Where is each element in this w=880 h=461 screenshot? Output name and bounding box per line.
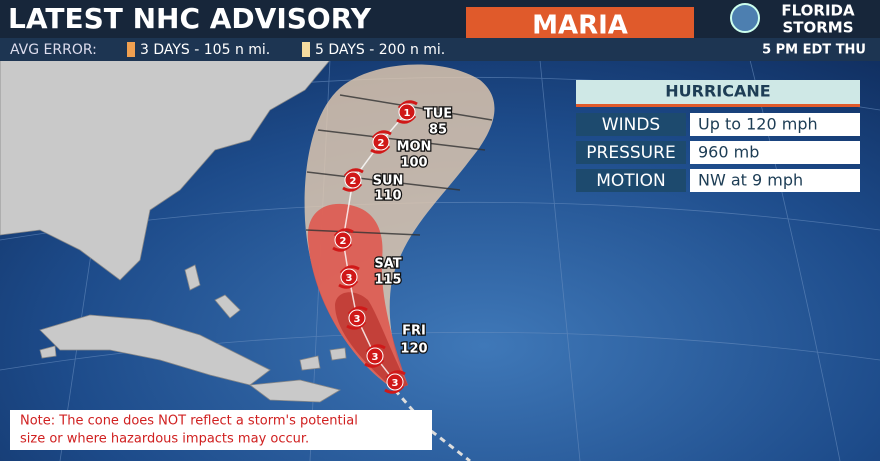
category: 1 (404, 108, 411, 119)
storm-swirl (364, 344, 386, 368)
track-labels: TUE 85 MON 100 SUN 110 SAT 115 FRI 120 (371, 105, 453, 358)
day-label: SAT (374, 257, 401, 272)
storm-swirl (384, 370, 406, 394)
storm-swirl (338, 265, 360, 289)
category: 2 (350, 176, 357, 187)
brand-logo (730, 3, 760, 33)
storm-icon (366, 347, 384, 365)
error-bar (0, 38, 880, 61)
category: 2 (378, 138, 385, 149)
wind-label: 110 (374, 189, 401, 204)
wind-label: 85 (429, 123, 447, 138)
storm-swirl (346, 306, 368, 330)
day-label: FRI (402, 324, 426, 339)
info-label-box (576, 141, 686, 164)
storm-name: MARIA (532, 11, 628, 41)
info-value-box (690, 141, 860, 164)
storm-icon (344, 171, 362, 189)
cone-day-lines (305, 94, 493, 236)
storm-icon (372, 133, 390, 151)
wind-label: 120 (400, 342, 427, 357)
info-label: PRESSURE (586, 143, 675, 163)
wind-label: 115 (374, 273, 401, 288)
info-value: Up to 120 mph (698, 115, 818, 134)
category: 3 (346, 273, 353, 284)
note-line: Note: The cone does NOT reflect a storm'… (20, 414, 358, 429)
brand-line: STORMS (782, 19, 853, 37)
storm-swirl (396, 100, 418, 124)
storm-icon (386, 373, 404, 391)
advisory-time: 5 PM EDT THU (762, 43, 866, 58)
storm-name-box (466, 7, 694, 43)
storm-icon (334, 231, 352, 249)
note-box (10, 410, 432, 450)
storm-swirl (342, 168, 364, 192)
status-box (576, 80, 860, 104)
wind-label: 100 (400, 156, 427, 171)
info-label: MOTION (596, 171, 666, 191)
storm-icon (340, 268, 358, 286)
note-line: size or where hazardous impacts may occu… (20, 432, 309, 447)
day-label: SUN (373, 174, 404, 189)
info-value-box (690, 169, 860, 192)
info-value: NW at 9 mph (698, 171, 803, 190)
storm-swirl (332, 228, 354, 252)
category: 3 (392, 378, 399, 389)
title: LATEST NHC ADVISORY (8, 2, 372, 35)
status: HURRICANE (665, 82, 770, 101)
info-label: WINDS (602, 115, 660, 135)
day-label: MON (397, 140, 432, 155)
category: 2 (340, 236, 347, 247)
category: 3 (354, 314, 361, 325)
error-5-day: 5 DAYS - 200 n mi. (315, 42, 445, 58)
storm-icon (398, 103, 416, 121)
error-label: AVG ERROR: (10, 42, 97, 58)
info-label-box (576, 113, 686, 136)
land (0, 59, 347, 403)
error-3-day: 3 DAYS - 105 n mi. (140, 42, 270, 58)
info-value: 960 mb (698, 143, 759, 162)
info-value-box (690, 113, 860, 136)
swatch-5-day (302, 42, 310, 57)
info-rows: WINDS Up to 120 mph PRESSURE 960 mb MOTION NW… (576, 113, 860, 192)
category: 3 (372, 352, 379, 363)
status-underline (576, 104, 860, 107)
storm-icons: 1 2 2 2 3 3 3 3 (332, 100, 418, 394)
day-label: TUE (424, 107, 452, 122)
swatch-3-day (127, 42, 135, 57)
storm-swirl (370, 130, 392, 154)
storm-icon (348, 309, 366, 327)
info-label-box (576, 169, 686, 192)
brand-line: FLORIDA (781, 2, 855, 20)
